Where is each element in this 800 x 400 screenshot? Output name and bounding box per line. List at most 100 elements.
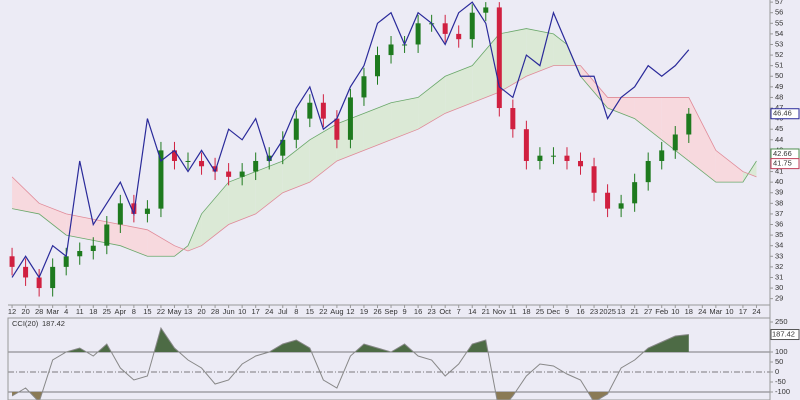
- price-marker-label: 42.66: [773, 149, 792, 158]
- candle-body: [266, 155, 272, 161]
- x-tick-label: Dec: [547, 307, 561, 316]
- cci-line: [11, 326, 689, 400]
- y-tick-label: 34: [775, 241, 783, 250]
- x-tick-label: 10: [238, 307, 246, 316]
- candle-body: [50, 266, 56, 289]
- y-tick-label: 53: [775, 39, 783, 48]
- axes: CCI(20) 187.42 2930313233343536373839404…: [7, 0, 800, 400]
- candle-body: [659, 150, 665, 161]
- x-tick-label: 25: [103, 307, 111, 316]
- candle-body: [632, 182, 638, 204]
- candle-body: [226, 171, 232, 177]
- cloud-segment: [715, 150, 743, 183]
- x-tick-label: 16: [414, 307, 422, 316]
- candle-body: [496, 7, 502, 109]
- x-tick-label: 16: [576, 307, 584, 316]
- y-tick-label: 49: [775, 82, 783, 91]
- y-tick-label: 39: [775, 188, 783, 197]
- cloud-segment: [147, 229, 175, 257]
- x-tick-label: 13: [184, 307, 192, 316]
- y-tick-label: 55: [775, 18, 783, 27]
- price-marker-label: 46.46: [773, 109, 792, 118]
- y-tick-label: 36: [775, 219, 783, 228]
- x-tick-label: 18: [89, 307, 97, 316]
- candle-body: [550, 155, 556, 157]
- candle-body: [171, 150, 177, 161]
- cloud-segment: [553, 33, 567, 66]
- candle-body: [361, 76, 367, 98]
- x-tick-label: Jun: [223, 307, 235, 316]
- cci-title: CCI(20): [12, 319, 39, 328]
- y-tick-label: 32: [775, 262, 783, 271]
- x-tick-label: 15: [306, 307, 314, 316]
- candle-body: [469, 12, 475, 40]
- x-tick-label: 28: [211, 307, 219, 316]
- cci-tick-label: 50: [775, 357, 783, 366]
- price-line: [11, 1, 690, 279]
- x-tick-label: Mar: [46, 307, 59, 316]
- candle-body: [347, 97, 353, 140]
- cci-tick-label: 250: [775, 317, 788, 326]
- candle-body: [334, 118, 340, 140]
- cloud-segment: [418, 76, 446, 130]
- x-tick-label: 27: [644, 307, 652, 316]
- x-tick-label: Feb: [655, 307, 668, 316]
- candle-body: [591, 166, 597, 193]
- x-tick-label: 12: [8, 307, 16, 316]
- candle-body: [537, 155, 543, 161]
- x-tick-label: 24: [752, 307, 760, 316]
- cci-tick-label: -100: [775, 387, 790, 396]
- candle-body: [293, 118, 299, 140]
- cloud-segment: [282, 139, 310, 193]
- candle-body: [117, 203, 123, 225]
- candle-body: [23, 266, 29, 278]
- candle-body: [605, 192, 611, 209]
- cloud-segment: [391, 97, 419, 140]
- cloud-segment: [607, 97, 635, 119]
- candle-body: [686, 113, 692, 135]
- price-marker: [770, 158, 800, 170]
- cloud-segment: [66, 213, 94, 241]
- candle-body: [374, 55, 380, 77]
- x-tick-label: 9: [565, 307, 569, 316]
- cci-last-value: 187.42: [42, 319, 65, 328]
- y-tick-label: 35: [775, 230, 783, 239]
- x-tick-label: 9: [402, 307, 406, 316]
- x-tick-label: 20: [21, 307, 29, 316]
- x-tick-label: 19: [360, 307, 368, 316]
- x-tick-label: 22: [319, 307, 327, 316]
- span-a-line: [11, 28, 757, 257]
- x-tick-label: 10: [671, 307, 679, 316]
- x-tick-label: 23: [590, 307, 598, 316]
- cloud-segment: [255, 160, 283, 214]
- candle-body: [645, 160, 651, 183]
- price-marker-label: 41.75: [773, 159, 792, 168]
- candle-body: [90, 245, 96, 251]
- y-tick-label: 37: [775, 209, 783, 218]
- cloud-segment: [39, 203, 67, 236]
- x-tick-label: Mar: [709, 307, 722, 316]
- x-tick-label: 21: [482, 307, 490, 316]
- candle-body: [63, 256, 69, 267]
- candle-body: [131, 203, 137, 214]
- x-tick-label: 12: [346, 307, 354, 316]
- x-tick-label: 11: [76, 307, 84, 316]
- cci-panel: [7, 317, 771, 400]
- x-tick-label: 10: [725, 307, 733, 316]
- cloud-segment: [228, 171, 256, 225]
- candle-body: [253, 160, 259, 172]
- cloud-segment: [445, 65, 473, 114]
- cloud-segment: [688, 97, 716, 183]
- candle-body: [280, 139, 286, 156]
- y-tick-label: 52: [775, 50, 783, 59]
- y-tick-label: 48: [775, 92, 783, 101]
- x-tick-label: Aug: [330, 307, 343, 316]
- candle-body: [388, 44, 394, 56]
- price-plot: [9, 1, 692, 297]
- x-tick-label: 25: [536, 307, 544, 316]
- candle-body: [483, 7, 489, 13]
- y-tick-label: 50: [775, 71, 783, 80]
- x-tick-label: 21: [630, 307, 638, 316]
